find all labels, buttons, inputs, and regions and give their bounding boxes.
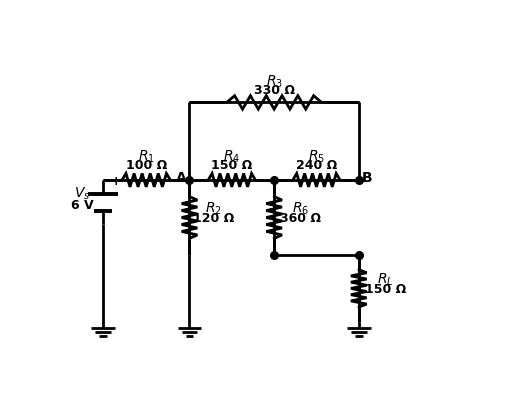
- Text: $V_s$: $V_s$: [74, 186, 90, 202]
- Text: $R_1$: $R_1$: [138, 149, 154, 166]
- Text: 330 Ω: 330 Ω: [253, 84, 295, 97]
- Text: A: A: [175, 171, 186, 185]
- Text: $R_6$: $R_6$: [292, 201, 309, 217]
- Text: 100 Ω: 100 Ω: [125, 159, 167, 172]
- Text: $R_5$: $R_5$: [308, 149, 325, 166]
- Text: 240 Ω: 240 Ω: [296, 159, 337, 172]
- Text: 150 Ω: 150 Ω: [211, 159, 252, 172]
- Text: 120 Ω: 120 Ω: [193, 211, 235, 225]
- Text: B: B: [362, 171, 373, 185]
- Text: $R_3$: $R_3$: [266, 74, 282, 90]
- Text: 360 Ω: 360 Ω: [280, 211, 322, 225]
- Text: $R_L$: $R_L$: [377, 272, 394, 288]
- Text: 6 V: 6 V: [71, 199, 93, 212]
- Text: $R_4$: $R_4$: [223, 149, 240, 166]
- Text: +: +: [110, 175, 121, 188]
- Text: 150 Ω: 150 Ω: [365, 282, 406, 295]
- Text: $R_2$: $R_2$: [205, 201, 223, 217]
